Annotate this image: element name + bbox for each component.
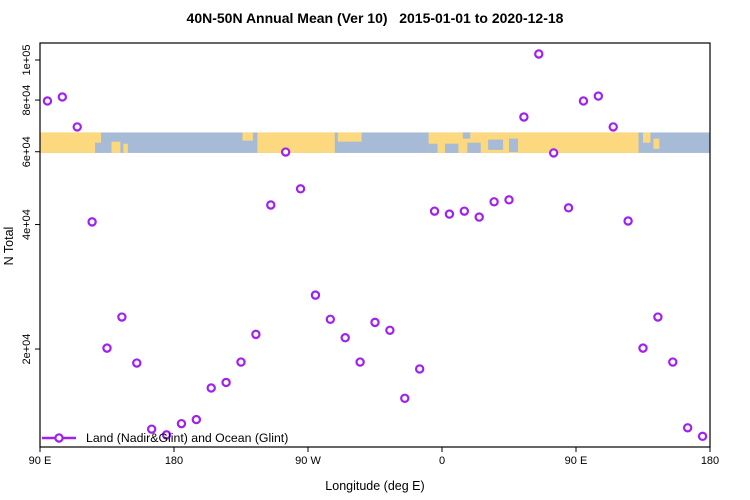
data-point — [400, 393, 410, 404]
data-point — [266, 200, 276, 210]
data-point — [682, 423, 693, 433]
data-point — [340, 333, 350, 343]
data-point — [132, 358, 142, 368]
legend-marker-icon — [42, 433, 76, 443]
data-point — [72, 122, 82, 132]
ocean-patch — [467, 142, 481, 153]
data-point — [42, 96, 53, 106]
land-segment — [40, 132, 102, 153]
x-tick-label: 0 — [439, 455, 445, 467]
data-point — [221, 377, 231, 388]
data-point — [638, 343, 648, 353]
data-point — [489, 197, 499, 207]
data-point — [280, 147, 291, 157]
data-point — [87, 217, 97, 227]
data-point — [102, 343, 112, 353]
x-tick-label: 180 — [701, 455, 719, 467]
ocean-patch — [95, 142, 102, 153]
data-point — [414, 364, 425, 374]
x-axis-label: Longitude (deg E) — [325, 479, 425, 493]
data-point — [623, 216, 633, 226]
y-tick-label: 8e+04 — [21, 85, 33, 116]
data-point — [459, 206, 470, 216]
x-tick-label: 180 — [165, 455, 183, 467]
x-tick-label: 90 E — [29, 455, 52, 467]
data-point — [57, 92, 68, 102]
data-point — [295, 184, 306, 194]
land-segment — [257, 132, 335, 153]
data-point — [578, 96, 589, 106]
ocean-patch — [462, 132, 471, 139]
x-tick-label: 90 E — [565, 455, 588, 467]
data-point — [474, 212, 484, 222]
data-point — [548, 148, 559, 158]
data-point — [563, 203, 574, 213]
land-patch — [111, 141, 121, 153]
ocean-patch — [444, 143, 459, 153]
data-point — [593, 91, 604, 101]
data-point — [504, 195, 514, 205]
data-point — [355, 357, 365, 367]
data-point — [117, 312, 127, 322]
data-point — [519, 112, 529, 122]
data-point — [653, 312, 663, 322]
data-point — [146, 424, 157, 434]
data-point — [697, 431, 708, 442]
ocean-patch — [488, 139, 504, 150]
data-point — [429, 206, 440, 216]
land-patch — [653, 138, 660, 149]
y-tick-label: 1e+05 — [21, 45, 33, 76]
data-point — [161, 430, 172, 440]
land-patch — [643, 132, 651, 143]
data-point — [370, 317, 380, 328]
land-patch — [123, 143, 128, 153]
data-point — [251, 329, 261, 340]
data-point — [325, 314, 336, 325]
ocean-patch — [428, 143, 438, 153]
land-patch — [337, 132, 362, 142]
ocean-patch — [509, 138, 518, 152]
land-segment — [428, 132, 639, 153]
land-patch — [242, 132, 253, 141]
data-point — [385, 325, 395, 335]
y-tick-label: 4e+04 — [21, 209, 33, 240]
y-tick-label: 2e+04 — [21, 334, 33, 365]
data-point — [444, 209, 455, 219]
data-point — [668, 357, 678, 367]
data-point — [206, 383, 216, 393]
data-point — [608, 122, 618, 132]
data-point — [176, 418, 187, 429]
legend: Land (Nadir&Glint) and Ocean (Glint) — [40, 430, 288, 446]
plot-border — [39, 42, 711, 448]
chart-title: 40N-50N Annual Mean (Ver 10) 2015-01-01 … — [186, 10, 564, 26]
x-tick-label: 90 W — [295, 455, 321, 467]
legend-label: Land (Nadir&Glint) and Ocean (Glint) — [86, 431, 289, 445]
data-point — [534, 49, 544, 59]
y-tick-label: 6e+04 — [21, 136, 33, 167]
data-point — [191, 414, 202, 425]
data-point — [310, 290, 321, 300]
data-point — [236, 357, 246, 367]
